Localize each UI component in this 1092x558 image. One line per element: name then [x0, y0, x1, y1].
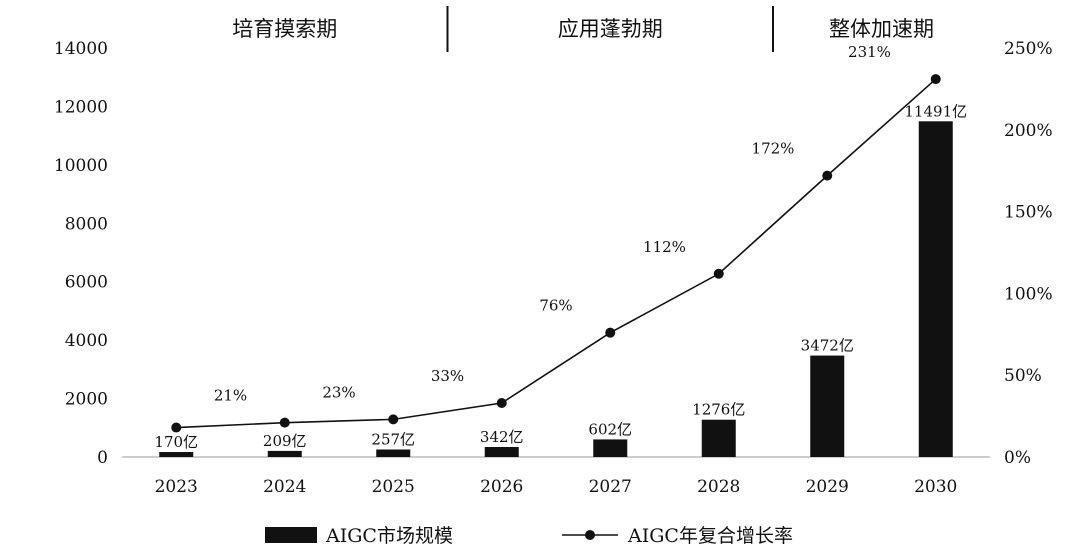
- y-right-tick-label: 0%: [1004, 448, 1031, 468]
- x-tick-label: 2024: [263, 477, 306, 497]
- bar-label-2023: 170亿: [154, 433, 198, 451]
- x-tick-label: 2025: [372, 477, 415, 497]
- growth-point-2029: [822, 170, 833, 181]
- line-series: [171, 74, 941, 433]
- legend: AIGC市场规模 AIGC年复合增长率: [265, 525, 793, 547]
- phase-label-3: 整体加速期: [829, 17, 934, 41]
- y-left-tick-label: 6000: [65, 273, 108, 293]
- growth-label: 231%: [848, 43, 891, 61]
- growth-label: 21%: [214, 387, 247, 405]
- growth-rate-line: [176, 78, 937, 429]
- growth-label: 172%: [752, 140, 795, 158]
- x-tick-label: 2030: [914, 477, 957, 497]
- bar-2028: [701, 419, 736, 457]
- growth-point-2024: [279, 417, 290, 428]
- growth-label: 33%: [431, 367, 464, 385]
- bar-label-2024: 209亿: [263, 432, 307, 450]
- legend-bar-swatch: [265, 527, 317, 543]
- line-labels: 21% 23% 33% 76% 112% 172% 231%: [214, 43, 891, 405]
- bar-series: [159, 121, 953, 457]
- x-tick-label: 2026: [480, 477, 523, 497]
- growth-point-2023: [171, 422, 182, 433]
- growth-point-2027: [605, 327, 616, 338]
- legend-line-label: AIGC年复合增长率: [627, 525, 793, 547]
- bar-label-2026: 342亿: [480, 428, 524, 446]
- y-left-tick-label: 14000: [54, 39, 108, 59]
- y-right-tick-label: 250%: [1004, 39, 1053, 59]
- bar-label-2028: 1276亿: [692, 401, 745, 419]
- legend-bar-label: AIGC市场规模: [325, 525, 453, 547]
- y-left-tick-label: 2000: [65, 390, 108, 410]
- y-axis-right: 0% 50% 100% 150% 200% 250%: [1004, 39, 1053, 468]
- growth-label: 112%: [643, 238, 686, 256]
- y-right-tick-label: 200%: [1004, 121, 1053, 141]
- growth-point-2028: [713, 268, 724, 279]
- y-right-tick-label: 100%: [1004, 284, 1053, 304]
- bar-label-2030: 11491亿: [904, 102, 967, 120]
- phase-label-2: 应用蓬勃期: [558, 17, 663, 41]
- y-left-tick-label: 8000: [65, 214, 108, 234]
- phase-label-1: 培育摸索期: [232, 17, 337, 41]
- bar-label-2027: 602亿: [588, 420, 632, 438]
- x-tick-label: 2029: [806, 477, 849, 497]
- y-right-tick-label: 50%: [1004, 366, 1042, 386]
- y-left-tick-label: 0: [97, 448, 108, 468]
- bar-2029: [810, 355, 845, 457]
- growth-point-2025: [388, 414, 399, 425]
- legend-line-marker: [585, 530, 595, 540]
- growth-label: 23%: [322, 383, 355, 401]
- y-left-tick-label: 10000: [54, 156, 108, 176]
- growth-point-2030: [930, 74, 941, 85]
- bar-2027: [593, 439, 628, 457]
- y-right-tick-label: 150%: [1004, 203, 1053, 223]
- bar-2023: [159, 452, 194, 457]
- y-axis-left: 0 2000 4000 6000 8000 10000 12000 14000: [54, 39, 108, 468]
- y-left-tick-label: 12000: [54, 97, 108, 117]
- x-tick-label: 2028: [697, 477, 740, 497]
- growth-label: 76%: [539, 297, 572, 315]
- y-left-tick-label: 4000: [65, 331, 108, 351]
- growth-point-2026: [496, 398, 507, 409]
- bar-label-2029: 3472亿: [801, 337, 854, 355]
- bar-2025: [376, 449, 411, 457]
- bar-2026: [484, 447, 519, 457]
- x-tick-label: 2023: [155, 477, 198, 497]
- x-tick-label: 2027: [589, 477, 632, 497]
- bar-2024: [267, 450, 302, 457]
- x-axis: 2023 2024 2025 2026 2027 2028 2029 2030: [155, 477, 958, 497]
- bar-label-2025: 257亿: [371, 430, 415, 448]
- bar-2030: [918, 121, 953, 457]
- phase-header: 培育摸索期 应用蓬勃期 整体加速期: [232, 6, 934, 52]
- bar-labels: 170亿 209亿 257亿 342亿 602亿 1276亿 3472亿 11491亿: [154, 102, 967, 451]
